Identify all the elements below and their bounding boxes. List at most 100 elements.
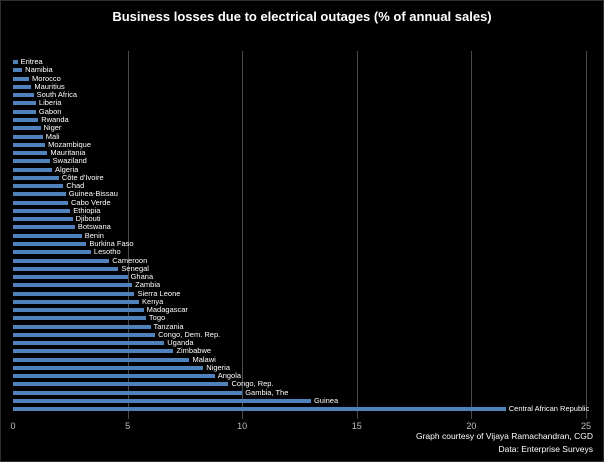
bar-label: Mauritania [50,148,86,158]
x-tick-label: 10 [237,421,248,431]
bar-label: Central African Republic [508,404,590,414]
bar [13,217,73,222]
bar [13,275,128,280]
bar [13,192,66,197]
bar-row: Madagascar [13,306,586,314]
bar-row: Tanzania [13,321,586,331]
bar-row: Congo, Dem. Rep. [13,330,586,339]
bar [13,374,215,379]
x-tick-label: 25 [580,421,592,431]
bar-label: Liberia [38,98,62,108]
bar [13,184,64,189]
bar [13,365,204,370]
chart-title: Business losses due to electrical outage… [112,9,492,24]
bar-label: Congo, Rep. [231,379,274,389]
bar [13,93,34,98]
bar [13,283,133,288]
bar-label: Angola [217,371,242,381]
bar [13,332,156,337]
bar-row: Rwanda [13,114,586,124]
bar-label: Cameroon [112,255,148,265]
bar-label: Djibouti [75,214,101,224]
bar-label: Sierra Leone [137,288,181,298]
bar [13,208,71,213]
bar-label: Malawi [192,354,216,364]
bar-row: Ethiopia [13,206,586,215]
bar [13,258,110,263]
plot-area: Eritrea Namibia Morocco Mauritius South Afri… [13,58,590,414]
bar-row: Botswana [13,223,586,231]
x-axis: 0 5 10 15 20 25 [10,421,591,433]
bar-label: Uganda [167,338,194,348]
bar [13,117,39,122]
bar [13,68,23,73]
bar-row: Gabon [13,106,586,116]
bar-label: Mali [45,131,60,141]
bar-row: Mauritius [13,81,586,91]
bar-row: Morocco [13,74,586,83]
bar-row: Gambia, The [13,387,586,397]
bar [13,250,91,255]
bar [13,316,146,321]
bar-label: Lesotho [93,247,121,257]
x-tick-label: 0 [10,421,16,431]
bar-row: Swaziland [13,157,586,165]
bar-label: Senegal [121,263,149,273]
bar-label: South Africa [36,90,78,100]
bar [13,341,165,346]
bar [13,407,506,412]
bar-row: Liberia [13,99,586,107]
bar-row: Ghana [13,273,586,281]
bar [13,167,52,172]
bar [13,175,59,180]
bar-row: Angola [13,372,586,380]
bar-row: Mauritania [13,149,586,157]
bar [13,126,41,131]
bar [13,76,30,81]
bar [13,382,229,387]
bar-row: Cameroon [13,256,586,264]
bar-label: Niger [43,123,62,133]
bar-row: Algeria [13,165,586,173]
bar-row: Guinea [13,397,586,405]
bar-label: Rwanda [41,114,69,124]
bar [13,308,144,313]
bar-row: Côte d'Ivoire [13,172,586,182]
bar-row: Chad [13,182,586,190]
bar-row: Senegal [13,263,586,273]
gridlines [13,51,587,419]
bar-label: Mozambique [48,139,92,149]
bar [13,84,32,89]
bar-label: Gambia, The [245,387,289,397]
bar-row: Mali [13,132,586,140]
bar-label: Botswana [77,222,111,232]
bar [13,299,140,304]
bar [13,109,36,114]
bar-row: Burkina Faso [13,239,586,248]
bar-row: Togo [13,314,586,322]
bar-label: Ghana [130,272,154,282]
bar-label: Guinea [313,396,339,406]
bar-label: Mauritius [34,81,65,91]
bar [13,200,68,205]
bar-row: Niger [13,124,586,132]
bar-row: Eritrea [13,58,586,66]
bar [13,349,174,354]
gridline [127,51,129,419]
bar-row: Guinea-Bissau [13,190,586,198]
bar-row: Zambia [13,281,586,289]
bar [13,390,243,395]
bar-row: Lesotho [13,248,586,256]
bar-label: Tanzania [153,321,184,331]
bar-label: Zambia [135,280,161,290]
bar [13,324,151,329]
bar [13,142,46,147]
bar-row: Kenya [13,297,586,306]
bar-label: Côte d'Ivoire [61,172,104,182]
bar-label: Gabon [38,106,62,116]
gridline [471,51,473,419]
bar [13,134,43,139]
credit-text: Graph courtesy of Vijaya Ramachandran, C… [416,430,593,456]
bar-label: Benin [84,230,104,240]
